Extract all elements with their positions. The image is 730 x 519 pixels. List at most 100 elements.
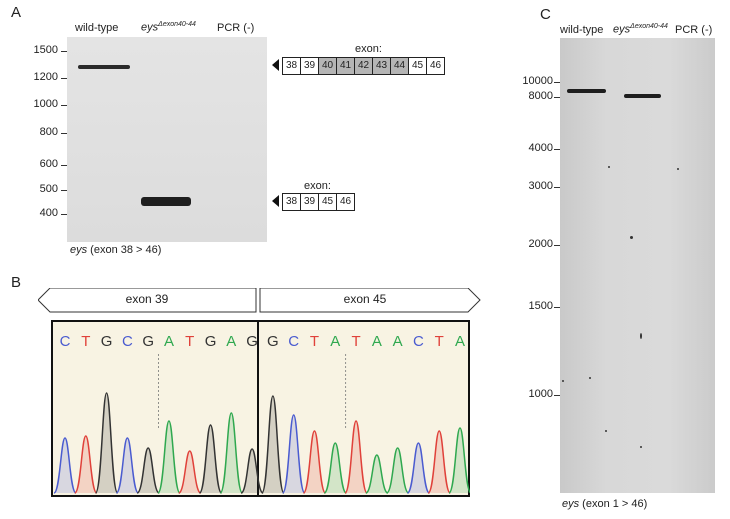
exon-cell: 43 [373, 58, 391, 74]
tick [554, 307, 560, 308]
trace-peak-A [448, 427, 470, 494]
exon-cell: 39 [301, 194, 319, 210]
marker-3000: 3000 [528, 180, 553, 192]
band-wild-type-a [78, 65, 130, 69]
arrow-wild-type-band [272, 59, 279, 71]
trace-peak-C [115, 437, 140, 494]
base-call-A: A [330, 333, 340, 350]
marker-600: 600 [39, 158, 58, 170]
base-call-C: C [413, 333, 424, 350]
base-call-G: G [205, 333, 217, 350]
trace-peak-G [240, 448, 264, 494]
exon-structure-mutant: 38 39 45 46 [282, 193, 355, 211]
arrow-mutant-band [272, 195, 279, 207]
base-call-A: A [393, 333, 403, 350]
trace-peak-A [385, 447, 410, 494]
chromatogram-frame [51, 320, 470, 497]
marker-2000: 2000 [528, 238, 553, 250]
exon-45-label: exon 45 [343, 292, 387, 306]
lane-label-mutant-c: eysΔexon40-44 [613, 23, 668, 36]
lane-label-pcr-negative: PCR (-) [217, 22, 255, 34]
trace-peak-A [157, 420, 181, 494]
marker-1000: 1000 [33, 98, 58, 110]
marker-500: 500 [39, 183, 58, 195]
caption-a-gene: eys [70, 244, 88, 256]
exon-cell: 38 [283, 194, 301, 210]
exon-cell: 41 [337, 58, 355, 74]
base-call-A: A [164, 333, 174, 350]
panel-c-letter: C [540, 6, 551, 23]
trace-peak-G [261, 395, 285, 494]
base-call-A: A [372, 333, 382, 350]
trace-peak-C [406, 442, 431, 494]
mutant-gene-name-c: eys [613, 23, 631, 36]
exon-39-arrow [38, 288, 257, 313]
tick [554, 395, 560, 396]
base-call-G: G [101, 333, 113, 350]
base-call-A: A [455, 333, 465, 350]
tick [554, 82, 560, 83]
lane-label-mutant: eysΔexon40-44 [141, 21, 196, 34]
trace-peak-C [281, 414, 306, 494]
caption-c-gene: eys [562, 498, 580, 510]
tick [61, 214, 67, 215]
gel-speck [605, 430, 607, 432]
tick [61, 105, 67, 106]
base-call-C: C [122, 333, 133, 350]
band-mutant-a [141, 197, 191, 206]
panel-b-letter: B [11, 274, 22, 291]
exon-label-bottom: exon: [304, 180, 331, 192]
tick [61, 51, 67, 52]
tick [554, 187, 560, 188]
marker-1200: 1200 [33, 71, 58, 83]
mutant-allele-superscript: Δexon40-44 [158, 21, 196, 28]
marker-1500: 1500 [528, 300, 553, 312]
trace-peak-T [302, 430, 327, 494]
base-call-C: C [60, 333, 71, 350]
exon-39-label: exon 39 [125, 292, 169, 306]
tick [554, 245, 560, 246]
trace-peak-A [365, 454, 389, 494]
base-call-G: G [142, 333, 154, 350]
caption-a: eys (exon 38 > 46) [70, 244, 161, 256]
base-call-T: T [310, 333, 319, 350]
trace-peak-T [74, 435, 98, 494]
trace-peak-T [427, 430, 451, 494]
trace-peak-A [219, 412, 244, 494]
exon-cell: 38 [283, 58, 301, 74]
base-call-A: A [226, 333, 236, 350]
lane-label-pcr-negative-c: PCR (-) [675, 24, 713, 36]
base-call-T: T [185, 333, 194, 350]
base-call-G: G [267, 333, 279, 350]
base-call-T: T [351, 333, 360, 350]
exon-cell: 40 [319, 58, 337, 74]
base-call-T: T [81, 333, 90, 350]
tick [61, 190, 67, 191]
lane-label-wild-type: wild-type [75, 22, 119, 34]
trace-peak-T [178, 450, 202, 494]
lane-label-wild-type-c: wild-type [560, 24, 604, 36]
tick [61, 133, 67, 134]
exon-cell: 39 [301, 58, 319, 74]
mutant-gene-name: eys [141, 21, 159, 34]
marker-1500: 1500 [33, 44, 58, 56]
caption-c: eys (exon 1 > 46) [562, 498, 647, 510]
band-mutant-c [624, 94, 661, 98]
mutant-allele-superscript-c: Δexon40-44 [630, 23, 668, 30]
tick [61, 165, 67, 166]
gel-speck [608, 166, 610, 168]
exon-cell: 46 [427, 58, 444, 74]
marker-10000: 10000 [522, 75, 553, 87]
exon-cell: 45 [319, 194, 337, 210]
exon-arrows [38, 288, 481, 313]
gel-speck [589, 377, 591, 379]
tick [554, 149, 560, 150]
trace-peak-A [323, 442, 347, 494]
exon-label-top: exon: [355, 43, 382, 55]
marker-8000: 8000 [528, 90, 553, 102]
gel-speck [630, 236, 633, 239]
caption-c-text: (exon 1 > 46) [579, 498, 648, 510]
base-call-C: C [288, 333, 299, 350]
trace-peak-C [53, 437, 77, 494]
